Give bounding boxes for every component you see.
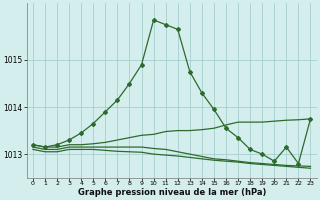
X-axis label: Graphe pression niveau de la mer (hPa): Graphe pression niveau de la mer (hPa) [77,188,266,197]
